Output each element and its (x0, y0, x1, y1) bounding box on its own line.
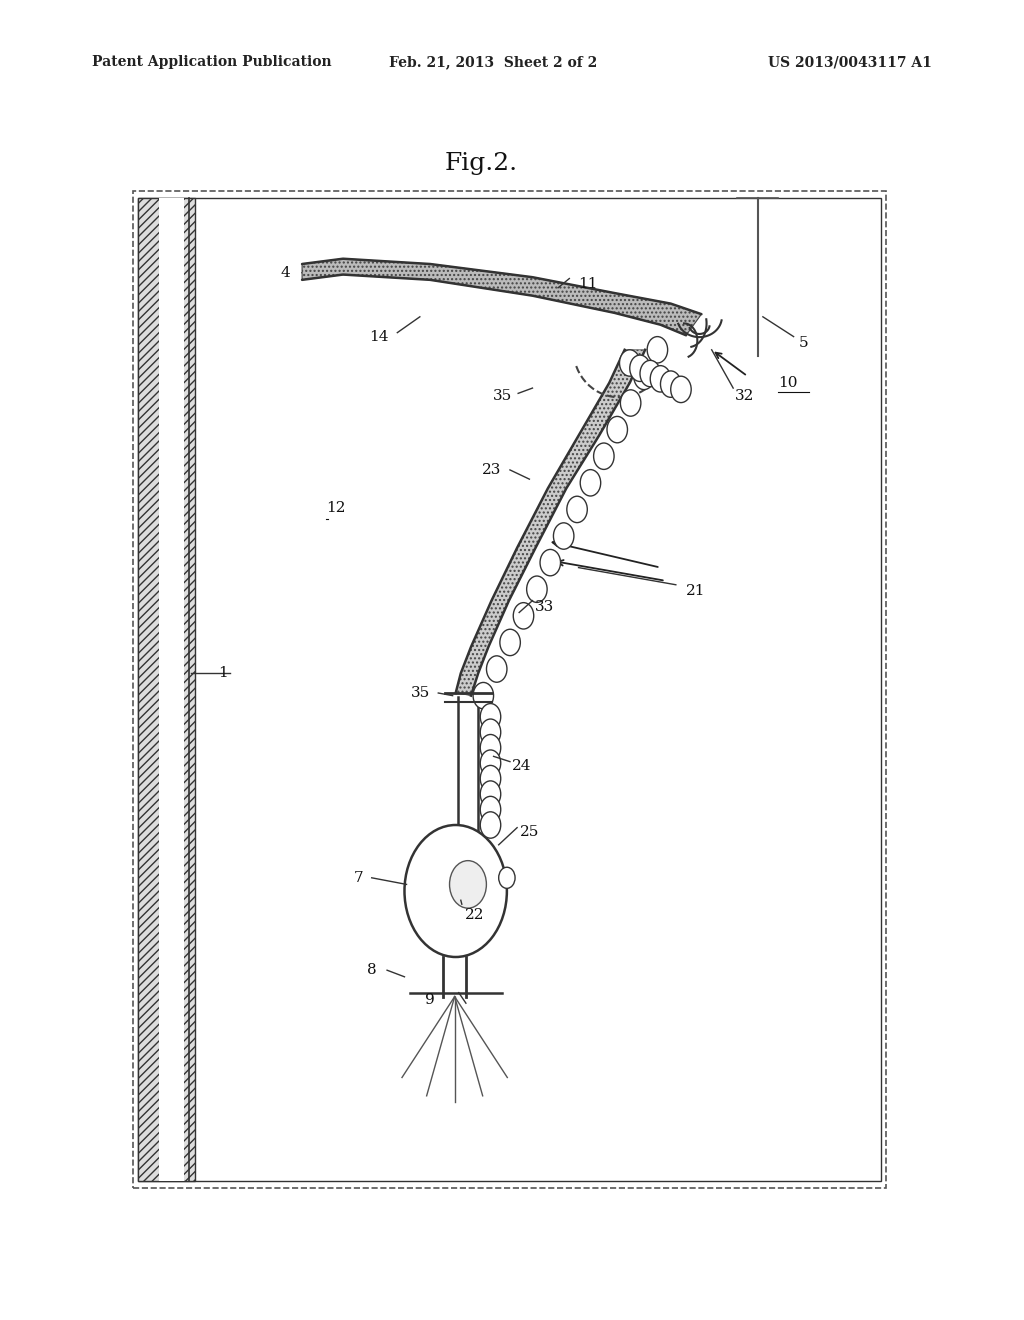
Circle shape (640, 360, 660, 387)
Circle shape (671, 376, 691, 403)
Bar (159, 198, 184, 1181)
Polygon shape (456, 350, 645, 696)
Text: 21: 21 (686, 585, 706, 598)
Text: Fig.2.: Fig.2. (444, 152, 518, 174)
Polygon shape (302, 259, 701, 335)
Text: 12: 12 (326, 502, 345, 515)
Text: 35: 35 (411, 686, 430, 700)
Text: 33: 33 (535, 601, 554, 614)
Circle shape (650, 366, 671, 392)
Circle shape (480, 734, 501, 760)
Circle shape (647, 337, 668, 363)
Circle shape (630, 355, 650, 381)
Text: 10: 10 (778, 376, 798, 389)
Circle shape (540, 549, 560, 576)
Bar (138, 198, 881, 1181)
Circle shape (480, 750, 501, 776)
Circle shape (473, 682, 494, 709)
Text: 11: 11 (579, 277, 598, 290)
Circle shape (499, 867, 515, 888)
Circle shape (513, 603, 534, 630)
Circle shape (480, 766, 501, 792)
Circle shape (480, 796, 501, 822)
Circle shape (607, 416, 628, 442)
Text: 4: 4 (280, 267, 290, 280)
Text: 9: 9 (425, 993, 435, 1007)
Circle shape (594, 444, 614, 470)
Circle shape (553, 523, 573, 549)
Circle shape (404, 825, 507, 957)
Text: US 2013/0043117 A1: US 2013/0043117 A1 (768, 55, 932, 70)
Text: Patent Application Publication: Patent Application Publication (92, 55, 332, 70)
Circle shape (500, 630, 520, 656)
Text: 23: 23 (482, 463, 502, 477)
Text: 1: 1 (218, 667, 228, 680)
Circle shape (660, 371, 681, 397)
Circle shape (480, 704, 501, 730)
Text: 25: 25 (520, 825, 540, 838)
Text: Feb. 21, 2013  Sheet 2 of 2: Feb. 21, 2013 Sheet 2 of 2 (389, 55, 597, 70)
Text: 35: 35 (493, 389, 512, 403)
Bar (133, 191, 886, 1188)
Bar (138, 198, 195, 1181)
Circle shape (480, 812, 501, 838)
Circle shape (567, 496, 588, 523)
Text: 22: 22 (465, 908, 484, 921)
Circle shape (486, 656, 507, 682)
Circle shape (581, 470, 601, 496)
Text: 14: 14 (370, 330, 389, 343)
Circle shape (480, 719, 501, 746)
Circle shape (526, 576, 547, 602)
Circle shape (480, 781, 501, 808)
Text: 5: 5 (799, 337, 808, 350)
Circle shape (621, 389, 641, 416)
Text: 8: 8 (368, 964, 377, 977)
Circle shape (634, 363, 654, 389)
Text: 7: 7 (354, 871, 364, 884)
Text: 24: 24 (512, 759, 531, 772)
Text: 32: 32 (735, 389, 755, 403)
Circle shape (620, 350, 640, 376)
Circle shape (450, 861, 486, 908)
